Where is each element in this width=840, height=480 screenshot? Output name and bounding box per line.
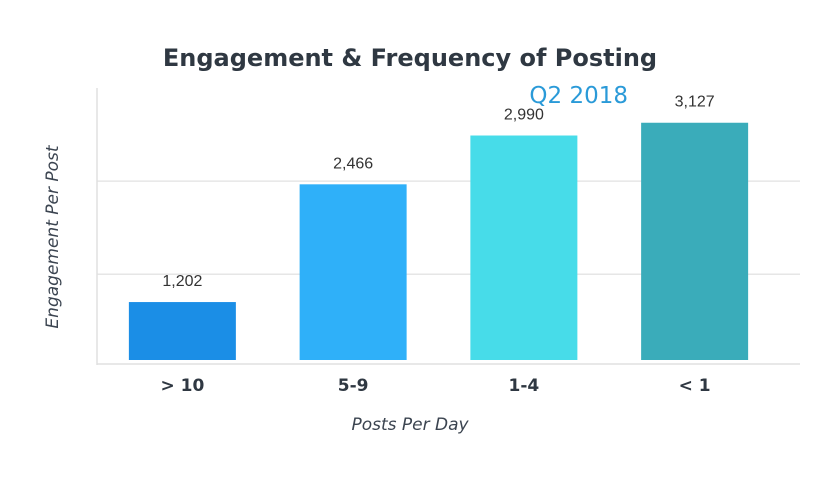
bar-2: [299, 184, 407, 360]
bar-1: [128, 302, 236, 360]
bar-4: [641, 122, 749, 360]
data-label-4: 3,127: [675, 94, 715, 111]
bars: [128, 122, 749, 360]
x-tick-label-4: < 1: [679, 376, 711, 396]
data-label-3: 2,990: [504, 107, 544, 124]
x-tick-label-3: 1-4: [509, 376, 540, 396]
chart-title: Engagement & Frequency of Posting: [163, 44, 657, 72]
data-label-1: 1,202: [162, 273, 202, 290]
x-tick-labels: > 10 5-9 1-4 < 1: [160, 376, 710, 396]
x-tick-label-2: 5-9: [338, 376, 369, 396]
data-label-2: 2,466: [333, 155, 373, 172]
data-labels: 1,202 2,466 2,990 3,127: [162, 94, 714, 290]
chart-subtitle: Q2 2018: [529, 83, 628, 109]
x-axis-title: Posts Per Day: [351, 415, 469, 435]
y-axis-title: Engagement Per Post: [43, 144, 63, 328]
x-tick-label-1: > 10: [160, 376, 204, 396]
bar-3: [470, 135, 578, 360]
